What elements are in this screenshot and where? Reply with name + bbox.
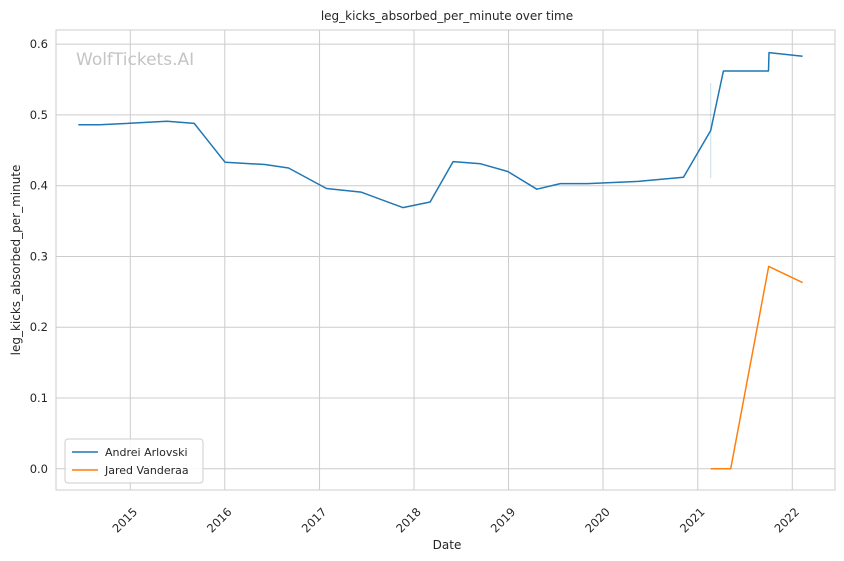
y-tick-label-0.5: 0.5 <box>30 108 48 122</box>
y-tick-label-0.0: 0.0 <box>30 462 48 476</box>
y-tick-labels: 0.0 0.1 0.2 0.3 0.4 0.5 0.6 <box>30 37 48 476</box>
y-tick-label-0.1: 0.1 <box>30 391 48 405</box>
y-tick-label-0.3: 0.3 <box>30 249 48 263</box>
series-line-jared-vanderaa <box>710 265 803 470</box>
legend: Andrei Arlovski Jared Vanderaa <box>64 438 204 484</box>
x-gridlines <box>129 30 793 490</box>
plot-frame <box>55 29 836 491</box>
series-line-andrei-arlovski <box>78 51 803 209</box>
y-axis-label: leg_kicks_absorbed_per_minute <box>9 165 23 356</box>
plot-area <box>56 30 835 490</box>
y-tick-label-0.2: 0.2 <box>30 320 48 334</box>
y-gridlines <box>56 43 835 470</box>
legend-box <box>64 438 204 484</box>
y-tick-label-0.6: 0.6 <box>30 37 48 51</box>
series-layer <box>78 51 803 470</box>
legend-label-jared-vanderaa: Jared Vanderaa <box>104 464 189 477</box>
x-axis-label: Date <box>433 538 462 552</box>
y-tick-label-0.4: 0.4 <box>30 179 48 193</box>
chart-title: leg_kicks_absorbed_per_minute over time <box>321 9 573 23</box>
watermark: WolfTickets.AI <box>76 50 194 70</box>
legend-label-andrei-arlovski: Andrei Arlovski <box>105 446 188 459</box>
